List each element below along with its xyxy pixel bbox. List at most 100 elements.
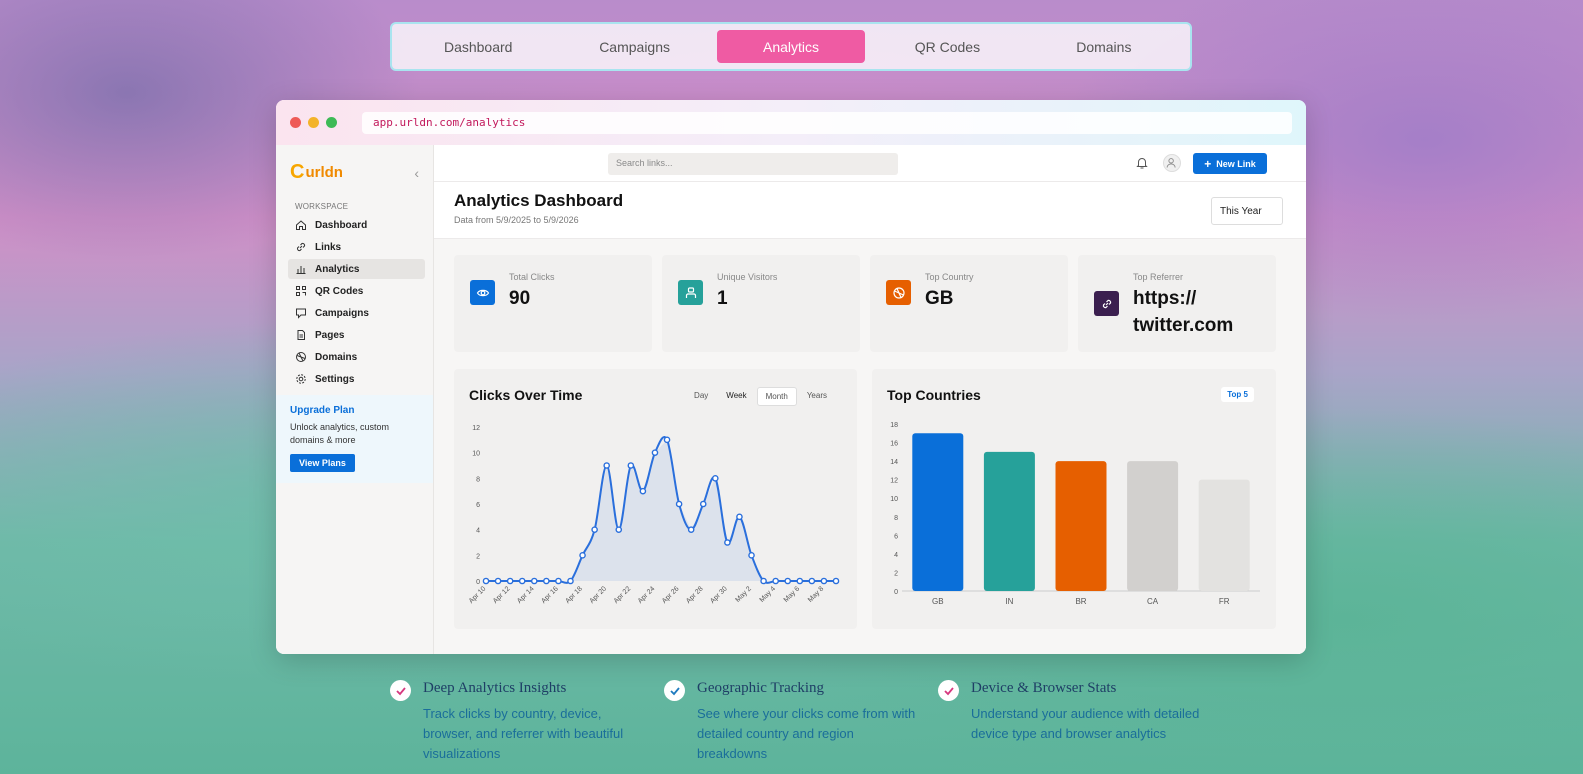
header-divider [434, 238, 1306, 239]
data-point [748, 552, 755, 559]
new-link-button[interactable]: + New Link [1193, 153, 1267, 174]
data-point [784, 577, 792, 585]
close-window-dot[interactable] [290, 117, 301, 128]
range-month[interactable]: Month [756, 387, 797, 406]
range-selector: Day Week Month Years [684, 387, 835, 406]
data-point [820, 577, 828, 585]
stat-label: Total Clicks [509, 272, 555, 282]
new-link-label: New Link [1216, 158, 1256, 169]
logo-mark-icon: C [290, 161, 305, 183]
sidebar-item-links[interactable]: Links [288, 237, 425, 257]
globe-icon [296, 352, 306, 362]
data-point [555, 577, 562, 585]
countries-bar-chart: 0 2 4 6 8 10 12 14 16 18 GB IN BR CA FR [890, 422, 1260, 606]
data-point [736, 513, 743, 521]
logo-row: C urldn ‹ [276, 145, 433, 196]
sidebar-item-qr-codes[interactable]: QR Codes [288, 281, 425, 301]
tab-analytics[interactable]: Analytics [716, 30, 866, 63]
data-point [651, 449, 659, 456]
data-point [712, 475, 719, 482]
data-point [494, 577, 502, 585]
sidebar-item-settings[interactable]: Settings [288, 369, 425, 389]
bar-chart-icon [296, 266, 306, 274]
campaign-icon [296, 308, 306, 319]
range-years[interactable]: Years [806, 391, 827, 400]
top-nav: Dashboard Campaigns Analytics QR Codes D… [390, 22, 1192, 71]
y-tick-label: 14 [890, 459, 898, 466]
x-tick-label: GB [932, 597, 944, 606]
sidebar-item-dashboard[interactable]: Dashboard [288, 215, 425, 235]
sidebar-item-analytics[interactable]: Analytics [288, 259, 425, 279]
y-tick-label: 2 [894, 570, 898, 577]
sidebar-item-label: Dashboard [315, 219, 368, 231]
y-tick-label: 12 [472, 425, 480, 432]
data-point [603, 462, 610, 469]
data-point [808, 577, 816, 585]
top-countries-panel: Top Countries Top 5 0 2 4 6 8 10 12 14 16 18 GB IN B… [872, 369, 1276, 629]
user-icon [1166, 158, 1176, 168]
tab-qr-codes[interactable]: QR Codes [914, 38, 981, 55]
stat-card-unique-visitors: Unique Visitors 1 [662, 255, 860, 352]
view-plans-button[interactable]: View Plans [290, 454, 355, 472]
x-tick-label: May 6 [783, 585, 802, 604]
period-select[interactable]: This Year [1211, 197, 1283, 225]
stat-value: 90 [509, 288, 531, 309]
data-point [772, 577, 779, 585]
bell-icon[interactable] [1135, 156, 1149, 170]
sidebar-item-label: Analytics [315, 263, 360, 275]
data-point [530, 577, 538, 585]
bar-in [983, 451, 1035, 591]
url-bar[interactable]: app.urldn.com/analytics [362, 111, 1292, 134]
sidebar: C urldn ‹ WORKSPACE Dashboard Links Anal… [276, 145, 434, 654]
user-avatar-icon[interactable] [1163, 154, 1181, 172]
maximize-window-dot[interactable] [326, 117, 337, 128]
users-icon [678, 280, 703, 305]
y-tick-label: 12 [890, 478, 898, 485]
upgrade-card: Upgrade Plan Unlock analytics, custom do… [276, 395, 433, 483]
globe-icon [886, 280, 911, 305]
logo[interactable]: C urldn [290, 161, 343, 184]
home-icon [296, 220, 306, 230]
x-tick-label: Apr 30 [709, 585, 729, 605]
search-input[interactable]: Search links... [608, 153, 898, 175]
sidebar-item-pages[interactable]: Pages [288, 325, 425, 345]
stat-card-total-clicks: Total Clicks 90 [454, 255, 652, 352]
link-icon [1094, 291, 1119, 316]
tab-domains[interactable]: Domains [1076, 38, 1132, 55]
data-point [482, 577, 490, 585]
y-tick-label: 4 [476, 528, 480, 535]
bar-br [1055, 461, 1107, 591]
sidebar-item-domains[interactable]: Domains [288, 347, 425, 367]
y-tick-label: 10 [472, 451, 480, 458]
y-tick-label: 0 [894, 589, 898, 596]
eye-icon [470, 280, 495, 305]
range-day[interactable]: Day [694, 391, 709, 400]
top-5-badge[interactable]: Top 5 [1221, 387, 1254, 402]
minimize-window-dot[interactable] [308, 117, 319, 128]
upgrade-title: Upgrade Plan [290, 405, 355, 416]
gear-icon [296, 374, 306, 384]
y-tick-label: 4 [894, 552, 898, 559]
data-point [627, 462, 635, 469]
page-icon [297, 330, 305, 340]
data-point [543, 577, 550, 585]
sidebar-item-campaigns[interactable]: Campaigns [288, 303, 425, 323]
feature-title: Deep Analytics Insights [423, 680, 567, 696]
x-tick-label: Apr 28 [685, 585, 705, 605]
browser-window: app.urldn.com/analytics C urldn ‹ WORKSP… [276, 100, 1306, 654]
y-tick-label: 18 [890, 422, 898, 429]
stat-value: https:// twitter.com [1133, 288, 1234, 336]
clicks-over-time-panel: Clicks Over Time Day Week Month Years 0 2… [454, 369, 857, 629]
tab-dashboard[interactable]: Dashboard [443, 38, 513, 55]
x-tick-label: Apr 26 [661, 585, 681, 605]
x-tick-label: May 4 [759, 585, 778, 604]
chevron-left-icon[interactable]: ‹ [414, 164, 419, 181]
tab-campaigns[interactable]: Campaigns [599, 38, 671, 55]
y-tick-label: 6 [894, 533, 898, 540]
stat-label: Top Referrer [1133, 272, 1184, 282]
y-tick-label: 16 [890, 441, 898, 448]
stat-value: GB [925, 288, 954, 309]
range-week[interactable]: Week [726, 391, 747, 400]
main-content: Search links... + New Link Analytics Das… [434, 145, 1306, 654]
